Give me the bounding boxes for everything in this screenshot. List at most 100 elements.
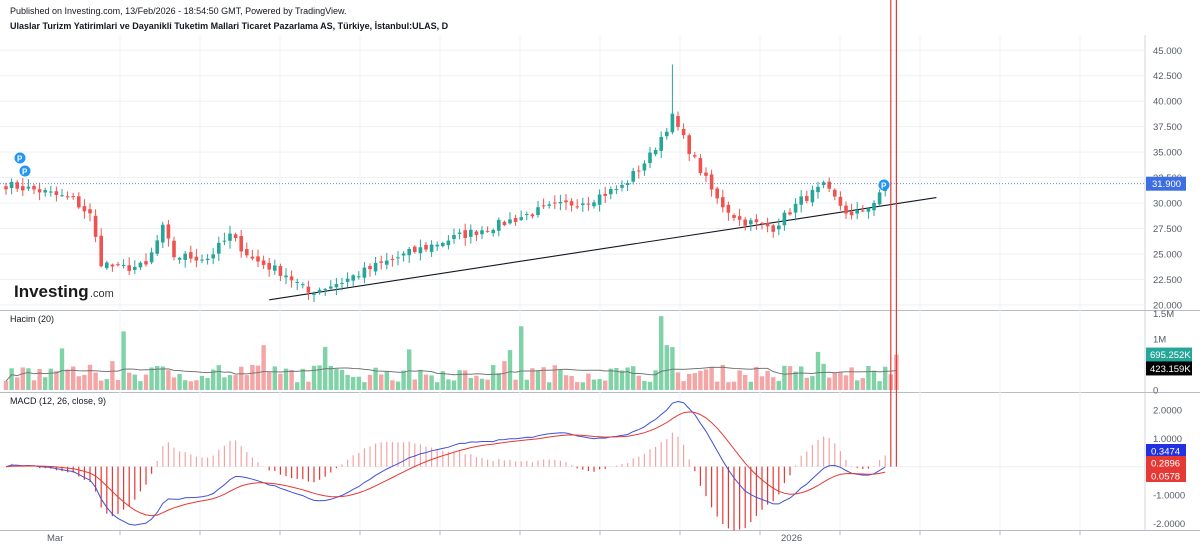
volume-bar [681,381,686,390]
volume-bar [211,369,216,390]
volume-title: Hacim (20) [10,314,54,324]
volume-bar [653,370,658,390]
candle-body [614,189,619,191]
volume-bar [311,365,317,390]
price-tick-label: 40.000 [1153,97,1182,108]
volume-bar [429,375,434,390]
candle-body [838,196,843,206]
candle-body [480,230,484,235]
volume-bar [687,373,692,390]
volume-bar [71,366,76,390]
volume-bar [608,368,613,390]
volume-bar [395,381,401,390]
last-price-badge [1146,176,1186,191]
volume-bar [278,373,283,390]
candle-body [687,135,691,154]
candle-body [116,264,120,266]
candle-body [54,191,59,196]
candle-body [284,275,288,278]
candle-body [127,265,131,271]
volume-bar [65,369,70,390]
p-marker-circle [14,152,26,164]
volume-bar [614,367,619,390]
candle-body [435,244,439,247]
candle-body [239,236,243,252]
volume-bar [759,376,765,390]
volume-bar [519,326,524,390]
volume-bar [547,382,552,390]
candle-body [844,205,848,214]
volume-bar [149,367,154,390]
volume-bar [435,382,440,390]
volume-bar [771,377,776,390]
candle-body [424,244,428,250]
volume-y-axis: 1.5M 1M 0 695.252K 423.159K [1146,309,1192,397]
volume-bar [485,379,490,390]
candle-body [485,230,490,232]
candle-body [21,186,25,191]
candle-body [172,240,176,258]
volume-bar [261,345,266,390]
volume-bar [20,367,25,390]
candlestick-series [4,64,887,302]
price-tick-label: 37.500 [1153,122,1182,133]
volume-bar [272,366,277,390]
candle-body [261,260,266,265]
candle-body [177,257,182,260]
volume-bar [3,381,9,390]
candle-body [390,258,395,260]
volume-ma-badge [1146,361,1192,376]
candle-body [217,242,221,254]
p-marker-label: P [22,167,28,176]
candle-body [474,231,479,235]
price-pane[interactable] [0,35,1145,310]
candle-body [306,286,311,293]
volume-bar [827,377,832,390]
candle-body [586,203,591,205]
volume-bar [54,371,59,390]
volume-bar [379,374,384,390]
candle-body [463,230,467,238]
candle-body [704,172,708,176]
candle-body [373,262,378,272]
volume-bar [743,375,748,390]
volume-pane[interactable]: Hacim (20) [3,314,899,390]
candle-body [385,260,389,265]
x-axis-label: Mar [47,533,63,544]
candle-body [149,252,154,263]
volume-bar [339,369,345,390]
volume-bar [267,372,272,390]
candle-body [861,210,865,212]
candle-body [743,219,747,226]
candle-body [65,196,70,198]
volume-bar [401,370,406,390]
macd-value-label: 0.3474 [1151,447,1180,458]
volume-bar [787,366,793,390]
macd-pane[interactable]: MACD (12, 26, close, 9) [0,0,1145,531]
volume-bar [362,382,367,390]
candle-body [88,209,92,214]
volume-bar [524,379,529,390]
volume-bar [76,376,81,390]
volume-bar [804,377,809,390]
candle-body [250,256,255,259]
candle-body [609,188,613,195]
volume-bar [367,374,373,390]
candle-body [637,170,641,172]
volume-bar [591,379,597,390]
candle-body [133,266,137,270]
volume-bar [720,364,725,390]
candle-body [368,265,372,270]
candle-body [648,152,652,164]
volume-bar [849,367,854,390]
signal-line [5,411,886,517]
candle-body [166,224,171,239]
volume-bar [670,347,675,390]
candle-body [765,223,770,227]
volume-bar [815,351,821,390]
candle-body [228,233,232,241]
candle-body [340,283,344,285]
logo-main-text: Investing [14,282,89,301]
